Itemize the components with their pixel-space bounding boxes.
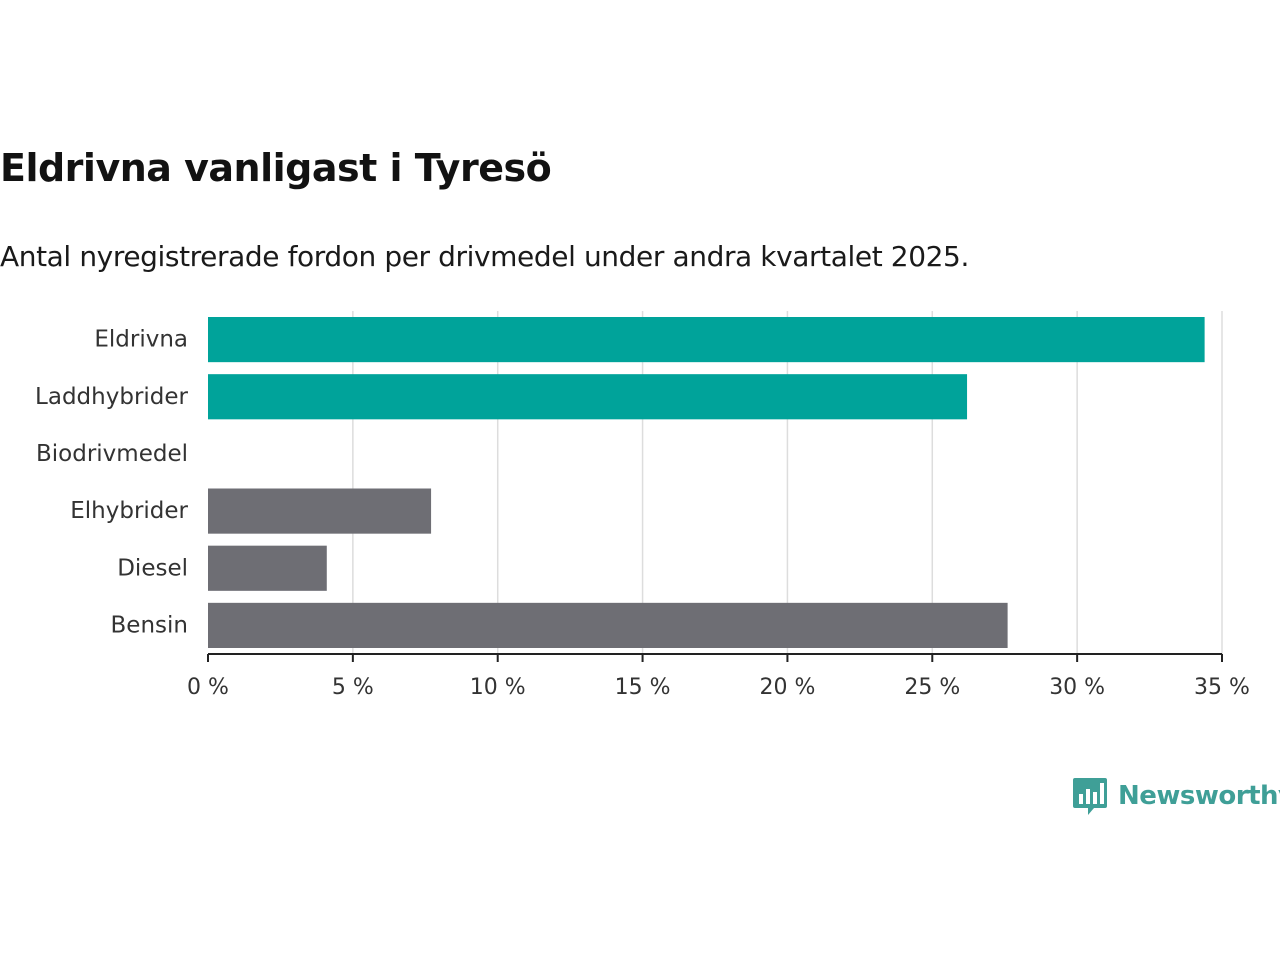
bar-diesel bbox=[208, 545, 327, 591]
x-tick-label-10: 10 % bbox=[470, 675, 526, 700]
bar-laddhybrider bbox=[208, 374, 968, 420]
brand-name: Newsworthy bbox=[1118, 781, 1280, 811]
bars bbox=[208, 317, 1205, 648]
category-label-eldrivna: Eldrivna bbox=[94, 327, 188, 353]
category-labels: Eldrivna Laddhybrider Biodrivmedel Elhybrid… bbox=[35, 327, 188, 639]
category-label-diesel: Diesel bbox=[117, 555, 188, 581]
x-axis: 0 % 5 % 10 % 15 % 20 % 25 % 30 % 35 % bbox=[187, 653, 1250, 700]
x-tick-label-20: 20 % bbox=[759, 675, 815, 700]
chart-subtitle: Antal nyregistrerade fordon per drivmede… bbox=[0, 240, 969, 273]
x-tick-label-5: 5 % bbox=[332, 675, 374, 700]
x-tick-label-30: 30 % bbox=[1049, 675, 1105, 700]
chart-title: Eldrivna vanligast i Tyresö bbox=[0, 146, 552, 190]
x-tick-label-35: 35 % bbox=[1194, 675, 1250, 700]
bar-elhybrider bbox=[208, 488, 432, 534]
bar-chart-speech-bubble-icon bbox=[1073, 778, 1107, 815]
bar-eldrivna bbox=[208, 317, 1205, 363]
category-label-bensin: Bensin bbox=[111, 612, 188, 638]
x-tick-label-15: 15 % bbox=[615, 675, 671, 700]
x-tick-label-25: 25 % bbox=[904, 675, 960, 700]
category-label-biodrivmedel: Biodrivmedel bbox=[36, 441, 188, 467]
category-label-elhybrider: Elhybrider bbox=[70, 498, 188, 524]
x-tick-label-0: 0 % bbox=[187, 675, 229, 700]
newsworthy-logo: Newsworthy bbox=[1072, 776, 1280, 816]
gridlines bbox=[352, 311, 1223, 654]
bar-bensin bbox=[208, 602, 1008, 648]
category-label-laddhybrider: Laddhybrider bbox=[35, 384, 188, 410]
